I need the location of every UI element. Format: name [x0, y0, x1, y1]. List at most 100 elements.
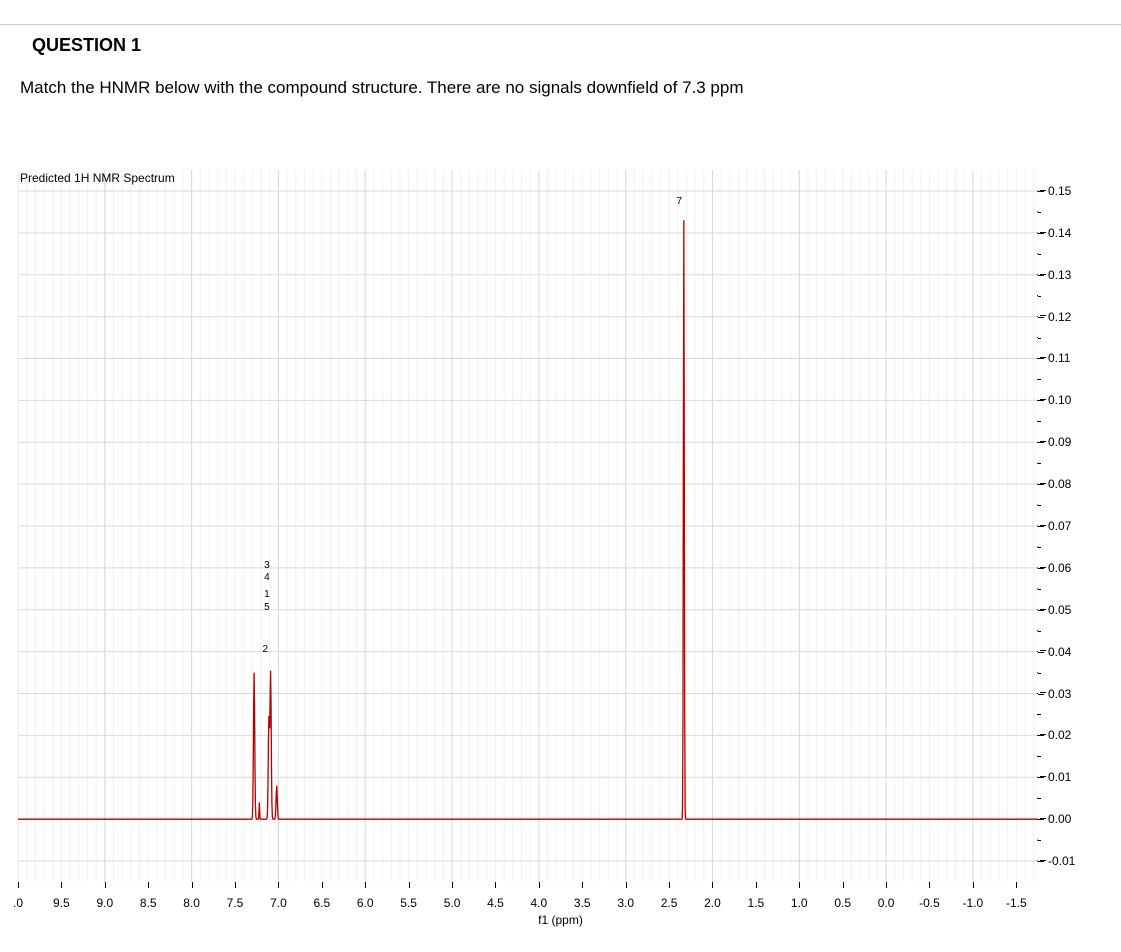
x-tick-mark	[886, 882, 887, 888]
y-tick-mark-right	[1038, 840, 1041, 841]
x-tick-mark	[843, 882, 844, 888]
peak-annotation: 7	[672, 196, 682, 207]
y-tick-mark-right	[1038, 442, 1044, 443]
x-tick-mark	[105, 882, 106, 888]
y-tick-label: 0.13	[1040, 268, 1071, 282]
y-tick-mark-right	[1038, 652, 1044, 653]
x-tick-label: 0.0	[878, 896, 895, 910]
y-tick-mark-right	[1038, 233, 1044, 234]
x-tick-mark	[799, 882, 800, 888]
x-tick-mark	[148, 882, 149, 888]
peak-annotation: 4	[260, 572, 270, 583]
y-tick-label: 0.15	[1040, 184, 1071, 198]
x-tick-mark	[539, 882, 540, 888]
y-tick-label: 0.07	[1040, 519, 1071, 533]
y-tick-label: 0.06	[1040, 561, 1071, 575]
y-tick-mark-right	[1038, 212, 1041, 213]
y-tick-mark-right	[1038, 358, 1044, 359]
x-tick-label: -0.5	[919, 896, 940, 910]
y-tick-label: 0.03	[1040, 687, 1071, 701]
peak-annotation: 1	[260, 589, 270, 600]
y-tick-label: 0.02	[1040, 728, 1071, 742]
x-tick-label: 0.5	[834, 896, 851, 910]
x-tick-mark	[192, 882, 193, 888]
x-tick-label: 8.5	[140, 896, 157, 910]
x-tick-label: 6.5	[313, 896, 330, 910]
x-tick-label: .0	[13, 896, 23, 910]
x-tick-mark	[61, 882, 62, 888]
x-tick-label: 9.5	[53, 896, 70, 910]
x-tick-mark	[495, 882, 496, 888]
x-tick-label: 3.5	[574, 896, 591, 910]
y-tick-label: 0.14	[1040, 226, 1071, 240]
y-tick-mark-right	[1038, 819, 1044, 820]
y-tick-mark-right	[1038, 694, 1044, 695]
y-tick-mark-right	[1038, 275, 1044, 276]
x-tick-label: 1.5	[748, 896, 765, 910]
x-tick-mark	[1016, 882, 1017, 888]
y-tick-mark-right	[1038, 338, 1041, 339]
y-tick-mark-right	[1038, 777, 1044, 778]
nmr-spectrum-plot	[18, 170, 1038, 882]
y-tick-label: 0.05	[1040, 603, 1071, 617]
x-tick-label: 4.5	[487, 896, 504, 910]
x-axis-title: f1 (ppm)	[0, 913, 1121, 927]
x-tick-label: 7.0	[270, 896, 287, 910]
question-text: Match the HNMR below with the compound s…	[20, 78, 744, 98]
y-tick-mark-right	[1038, 589, 1041, 590]
y-tick-mark-right	[1038, 526, 1044, 527]
y-tick-mark-right	[1038, 191, 1044, 192]
x-tick-label: -1.5	[1006, 896, 1027, 910]
x-tick-mark	[365, 882, 366, 888]
y-axis-tick-labels: 0.150.140.130.120.110.100.090.080.070.06…	[1040, 170, 1100, 882]
y-tick-label: 0.04	[1040, 645, 1071, 659]
y-tick-mark-right	[1038, 568, 1044, 569]
divider	[0, 24, 1121, 25]
y-tick-mark-right	[1038, 400, 1044, 401]
x-tick-label: 2.0	[704, 896, 721, 910]
y-tick-mark-right	[1038, 379, 1041, 380]
x-tick-mark	[973, 882, 974, 888]
x-tick-label: 2.5	[661, 896, 678, 910]
x-tick-mark	[452, 882, 453, 888]
y-tick-label: 0.01	[1040, 770, 1071, 784]
x-tick-mark	[712, 882, 713, 888]
y-tick-mark-right	[1038, 463, 1041, 464]
y-tick-mark-right	[1038, 317, 1044, 318]
x-tick-label: 7.5	[227, 896, 244, 910]
y-tick-label: 0.09	[1040, 435, 1071, 449]
y-tick-mark-right	[1038, 254, 1041, 255]
x-tick-mark	[322, 882, 323, 888]
peak-annotation: 2	[258, 644, 268, 655]
question-title: QUESTION 1	[32, 35, 141, 56]
y-tick-label: -0.01	[1040, 854, 1075, 868]
y-tick-mark-right	[1038, 735, 1044, 736]
y-tick-mark-right	[1038, 861, 1044, 862]
x-tick-mark	[278, 882, 279, 888]
x-tick-mark	[929, 882, 930, 888]
x-tick-mark	[409, 882, 410, 888]
x-tick-mark	[18, 882, 19, 888]
y-tick-mark-right	[1038, 714, 1041, 715]
x-tick-mark	[756, 882, 757, 888]
x-tick-label: 9.0	[96, 896, 113, 910]
page: QUESTION 1 Match the HNMR below with the…	[0, 0, 1121, 952]
x-tick-label: -1.0	[963, 896, 984, 910]
y-tick-mark-right	[1038, 484, 1044, 485]
x-tick-label: 5.0	[444, 896, 461, 910]
y-tick-label: 0.00	[1040, 812, 1071, 826]
spectrum-svg	[18, 170, 1038, 882]
y-tick-mark-right	[1038, 421, 1041, 422]
x-tick-mark	[582, 882, 583, 888]
y-tick-label: 0.08	[1040, 477, 1071, 491]
peak-annotation: 5	[260, 602, 270, 613]
x-tick-label: 6.0	[357, 896, 374, 910]
x-tick-mark	[669, 882, 670, 888]
x-tick-label: 8.0	[183, 896, 200, 910]
x-tick-label: 3.0	[617, 896, 634, 910]
y-tick-mark-right	[1038, 505, 1041, 506]
x-tick-label: 4.0	[531, 896, 548, 910]
y-tick-label: 0.11	[1040, 351, 1070, 365]
x-tick-label: 5.5	[400, 896, 417, 910]
y-tick-label: 0.10	[1040, 393, 1071, 407]
